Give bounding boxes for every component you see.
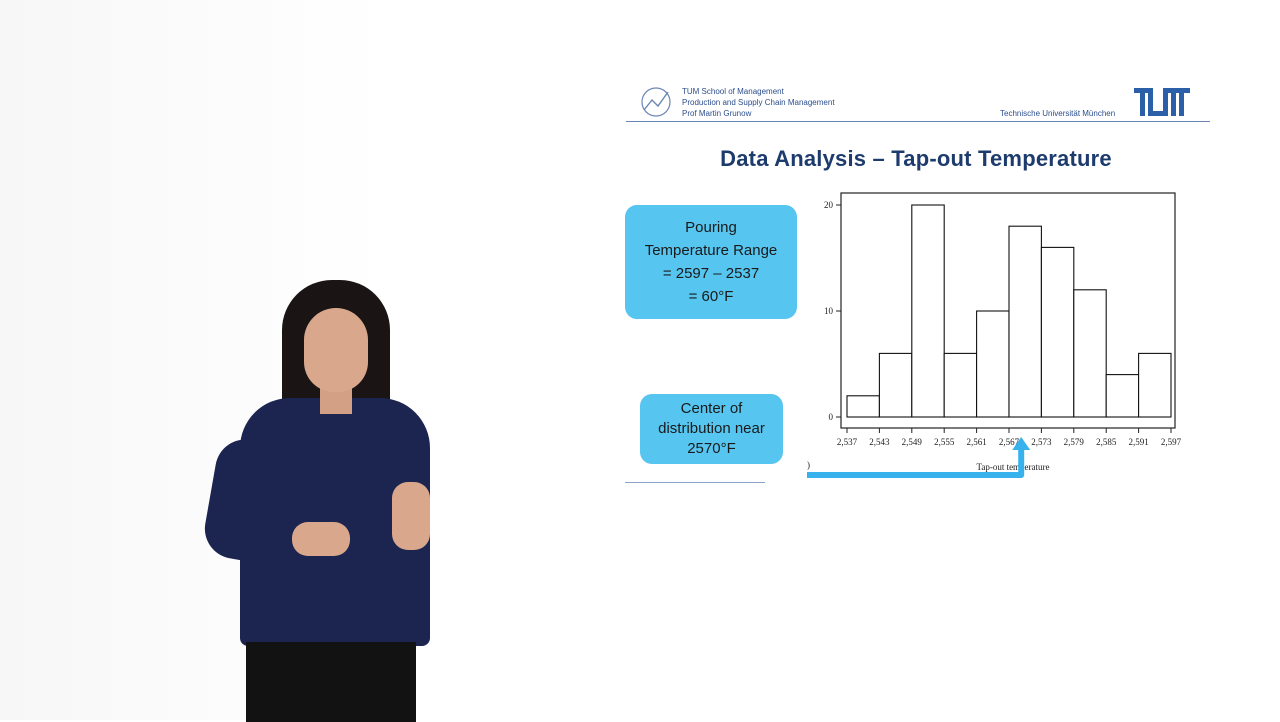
university-name: Technische Universität München: [1000, 109, 1116, 118]
presenter-pants: [246, 642, 416, 722]
x-tick-label: 2,555: [934, 437, 955, 447]
histogram-chart: 0 10 20 2,537 2,543 2,549 2,555 2,561 2,567 2,573…: [807, 192, 1182, 478]
center-text: Center of distribution near 2570°F: [658, 400, 765, 457]
x-tick-label: 2,597: [1161, 437, 1182, 447]
x-tick-label: 2,573: [1031, 437, 1052, 447]
center-callout: Center of distribution near 2570°F: [640, 394, 783, 464]
histogram-bar: [1073, 289, 1107, 418]
histogram-bar: [878, 352, 913, 418]
x-tick-label: 2,585: [1096, 437, 1117, 447]
histogram-bar: [1105, 374, 1140, 418]
footer-rule: [625, 482, 765, 483]
x-tick-label: 2,537: [837, 437, 858, 447]
header-line-school: TUM School of Management: [682, 87, 784, 96]
presenter: [200, 270, 450, 722]
panel-label: (a): [807, 460, 810, 470]
histogram-bar: [1040, 246, 1075, 418]
x-tick-label: 2,543: [869, 437, 890, 447]
slide: TUM School of Management Production and …: [622, 78, 1210, 510]
x-axis-label: Tap-out temperature: [976, 462, 1049, 472]
slide-title: Data Analysis – Tap-out Temperature: [720, 146, 1112, 171]
histogram-bar: [976, 310, 1010, 418]
x-tick-label: 2,549: [902, 437, 923, 447]
header-text: TUM School of Management Production and …: [682, 86, 835, 119]
header-rule: [626, 121, 1210, 122]
pouring-range-callout: Pouring Temperature Range = 2597 – 2537 …: [625, 205, 797, 319]
y-tick-label: 20: [824, 200, 834, 210]
x-tick-label: 2,561: [966, 437, 986, 447]
y-tick-label: 10: [824, 306, 834, 316]
presenter-face: [304, 308, 368, 392]
histogram-bar: [1008, 225, 1042, 418]
presenter-hand-left: [292, 522, 350, 556]
school-logo-icon: [641, 87, 671, 117]
header-line-professor: Prof Martin Grunow: [682, 109, 752, 118]
header-line-chair: Production and Supply Chain Management: [682, 98, 835, 107]
histogram-bar: [1138, 352, 1172, 418]
tum-logo-icon: [1134, 88, 1190, 116]
histogram-bar: [846, 395, 880, 418]
histogram-bar: [943, 352, 978, 418]
arrow-head-icon: [1012, 437, 1031, 450]
arrow-shaft: [807, 448, 1025, 478]
presenter-hand-right: [392, 482, 430, 550]
pouring-range-text: Pouring Temperature Range = 2597 – 2537 …: [644, 219, 778, 305]
histogram-bar: [911, 204, 945, 418]
y-tick-label: 0: [829, 412, 834, 422]
x-tick-label: 2,567: [999, 437, 1020, 447]
x-tick-label: 2,579: [1064, 437, 1085, 447]
x-tick-label: 2,591: [1128, 437, 1148, 447]
